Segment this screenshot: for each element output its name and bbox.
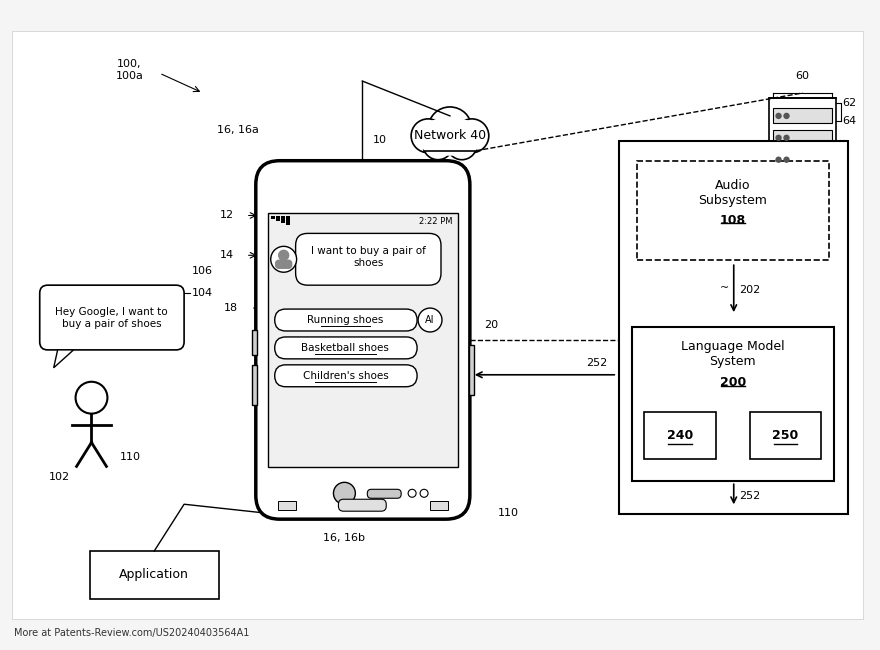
Circle shape xyxy=(784,113,789,118)
Text: Basketball shoes: Basketball shoes xyxy=(302,343,389,353)
Text: 100,
100a: 100, 100a xyxy=(115,59,143,81)
FancyBboxPatch shape xyxy=(11,31,863,619)
Text: 62: 62 xyxy=(842,98,856,108)
FancyBboxPatch shape xyxy=(275,365,417,387)
Text: I want to buy a pair of
shoes: I want to buy a pair of shoes xyxy=(311,246,426,268)
FancyBboxPatch shape xyxy=(620,141,848,514)
FancyBboxPatch shape xyxy=(268,213,458,467)
Bar xyxy=(252,365,257,405)
Circle shape xyxy=(423,130,453,160)
Text: 110: 110 xyxy=(120,452,141,462)
FancyBboxPatch shape xyxy=(296,233,441,285)
Text: 108: 108 xyxy=(720,214,746,227)
Bar xyxy=(430,501,448,510)
Text: 2:22 PM: 2:22 PM xyxy=(420,217,453,226)
Bar xyxy=(286,216,290,226)
Circle shape xyxy=(420,489,428,497)
Text: Running shoes: Running shoes xyxy=(307,315,384,325)
Text: 110: 110 xyxy=(498,508,518,518)
FancyBboxPatch shape xyxy=(632,327,834,482)
Bar xyxy=(424,136,476,151)
Bar xyxy=(278,501,296,510)
Bar xyxy=(252,330,257,355)
Circle shape xyxy=(408,489,416,497)
Circle shape xyxy=(455,119,488,153)
Circle shape xyxy=(784,135,789,140)
Text: ~: ~ xyxy=(720,283,729,293)
Text: AI: AI xyxy=(425,315,435,325)
Text: 200: 200 xyxy=(720,376,746,389)
Text: Hey Google, I want to
buy a pair of shoes: Hey Google, I want to buy a pair of shoe… xyxy=(55,307,168,329)
FancyBboxPatch shape xyxy=(750,411,821,460)
FancyBboxPatch shape xyxy=(773,151,832,166)
Circle shape xyxy=(271,246,297,272)
Bar xyxy=(271,216,275,220)
Bar xyxy=(275,216,280,222)
Text: Network 40: Network 40 xyxy=(414,129,486,142)
Bar xyxy=(469,345,473,395)
Text: 20: 20 xyxy=(484,320,498,330)
Text: 252: 252 xyxy=(738,491,760,501)
FancyBboxPatch shape xyxy=(275,260,291,268)
Text: 10: 10 xyxy=(373,135,387,145)
Text: Language Model
System: Language Model System xyxy=(681,340,785,368)
Text: 60: 60 xyxy=(796,71,810,81)
FancyBboxPatch shape xyxy=(339,499,386,511)
Text: More at Patents-Review.com/US20240403564A1: More at Patents-Review.com/US20240403564… xyxy=(14,628,249,638)
FancyBboxPatch shape xyxy=(773,130,832,145)
FancyBboxPatch shape xyxy=(644,411,715,460)
Text: 250: 250 xyxy=(773,429,799,442)
Circle shape xyxy=(447,130,477,160)
Text: 14: 14 xyxy=(220,250,234,260)
Text: 240: 240 xyxy=(667,429,693,442)
FancyBboxPatch shape xyxy=(40,285,184,350)
Text: Audio
Subsystem: Audio Subsystem xyxy=(699,179,767,207)
Circle shape xyxy=(784,157,789,162)
Ellipse shape xyxy=(414,118,486,156)
Text: 102: 102 xyxy=(49,473,70,482)
Circle shape xyxy=(418,308,442,332)
Polygon shape xyxy=(54,350,74,368)
FancyBboxPatch shape xyxy=(768,98,836,173)
FancyBboxPatch shape xyxy=(275,337,417,359)
Text: 64: 64 xyxy=(842,116,856,126)
Text: 252: 252 xyxy=(586,358,607,368)
Circle shape xyxy=(776,113,781,118)
Circle shape xyxy=(334,482,356,504)
Text: Application: Application xyxy=(120,569,189,582)
Circle shape xyxy=(428,107,472,151)
Text: 106: 106 xyxy=(192,266,213,276)
Bar xyxy=(281,216,284,224)
Text: 12: 12 xyxy=(220,211,234,220)
FancyBboxPatch shape xyxy=(90,551,219,599)
FancyBboxPatch shape xyxy=(256,161,470,519)
Text: 16, 16a: 16, 16a xyxy=(217,125,259,135)
Circle shape xyxy=(411,119,445,153)
Text: Children's shoes: Children's shoes xyxy=(303,370,388,381)
Text: 104: 104 xyxy=(192,288,213,298)
Text: 202: 202 xyxy=(738,285,760,295)
Text: 18: 18 xyxy=(224,303,238,313)
FancyBboxPatch shape xyxy=(367,489,401,499)
Circle shape xyxy=(279,250,289,260)
Circle shape xyxy=(776,157,781,162)
Circle shape xyxy=(776,135,781,140)
Text: 16, 16b: 16, 16b xyxy=(324,533,365,543)
FancyBboxPatch shape xyxy=(773,108,832,123)
FancyBboxPatch shape xyxy=(275,309,417,331)
FancyBboxPatch shape xyxy=(637,161,829,260)
Circle shape xyxy=(76,382,107,413)
